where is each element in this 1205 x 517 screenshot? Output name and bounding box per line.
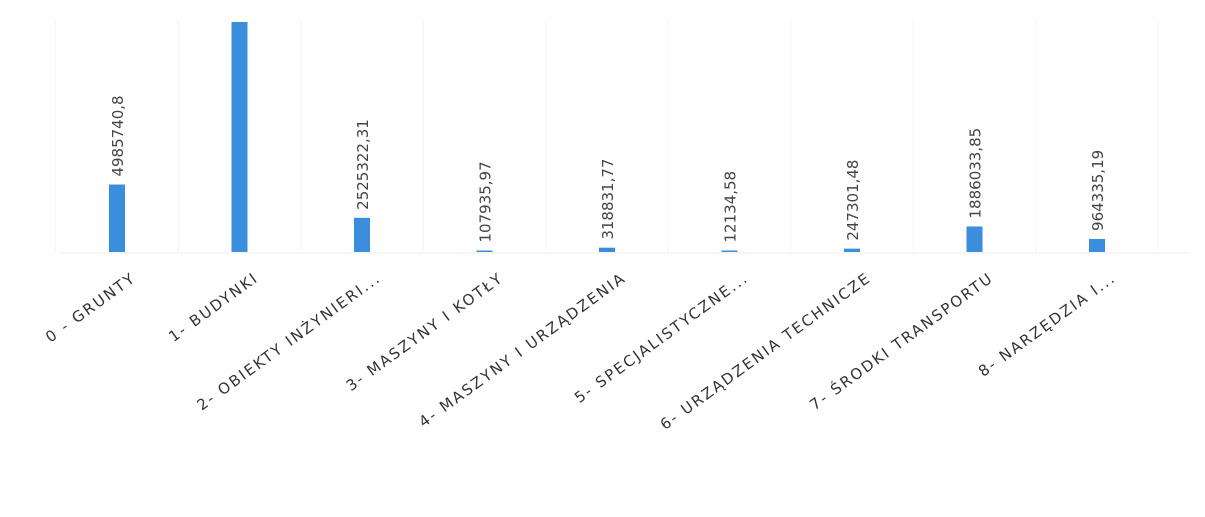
- data-label: 107935,97: [477, 161, 495, 242]
- category-tick-label: 6- URZĄDZENIA TECHNICZE: [657, 269, 875, 434]
- grid-lines: [55, 20, 1190, 254]
- value-labels: 4985740,8 2525322,31 107935,97 318831,77 121…: [109, 95, 1107, 242]
- category-tick-label: 0 - GRUNTY: [42, 269, 139, 347]
- bar: [231, 22, 248, 252]
- bar: [966, 226, 983, 252]
- category-tick-label: 8- NARZĘDZIA I...: [975, 269, 1119, 381]
- data-label: 247301,48: [844, 160, 862, 241]
- category-tick-label: 4- MASZYNY I URZĄDZENIA: [415, 269, 629, 431]
- data-label: 2525322,31: [354, 119, 372, 210]
- data-label: 12134,58: [722, 171, 740, 243]
- data-label: 964335,19: [1089, 150, 1107, 231]
- bar: [721, 250, 738, 252]
- bar: [109, 184, 125, 252]
- data-label: 318831,77: [599, 159, 617, 240]
- bar: [1089, 238, 1105, 252]
- data-label: 4985740,8: [109, 95, 127, 176]
- bar: [844, 248, 860, 252]
- bar: [599, 247, 615, 252]
- data-label: 1886033,85: [967, 128, 985, 219]
- bars: [109, 22, 1105, 252]
- bar: [476, 250, 493, 252]
- category-tick-label: 1- BUDYNKI: [165, 269, 262, 346]
- bar: [354, 217, 370, 252]
